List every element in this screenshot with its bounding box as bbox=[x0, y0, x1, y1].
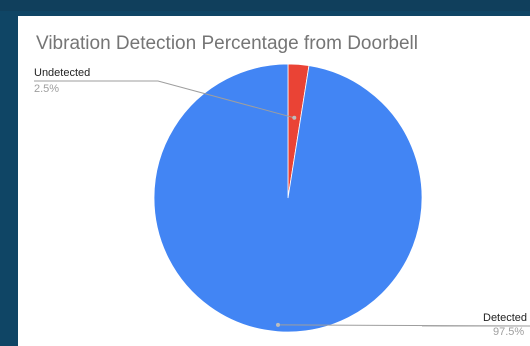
leader-dot-undetected bbox=[292, 115, 297, 120]
slice-percent-detected: 97.5% bbox=[493, 326, 524, 338]
leader-line-undetected bbox=[34, 80, 295, 119]
pie-slices bbox=[153, 63, 423, 333]
pie-labels: Undetected 2.5% Detected 97.5% bbox=[34, 67, 530, 338]
pie-slice-detected bbox=[153, 63, 423, 333]
chart-title: Vibration Detection Percentage from Door… bbox=[36, 33, 418, 54]
chart-card: Vibration Detection Percentage from Door… bbox=[18, 16, 530, 346]
top-strip bbox=[0, 0, 530, 11]
slice-label-detected: Detected bbox=[483, 312, 527, 324]
slice-percent-undetected: 2.5% bbox=[34, 83, 59, 95]
leader-line-detected bbox=[277, 324, 530, 327]
pie-chart: Undetected 2.5% Detected 97.5% bbox=[34, 63, 530, 338]
slice-label-undetected: Undetected bbox=[34, 67, 90, 79]
leader-dot-detected bbox=[276, 322, 280, 327]
